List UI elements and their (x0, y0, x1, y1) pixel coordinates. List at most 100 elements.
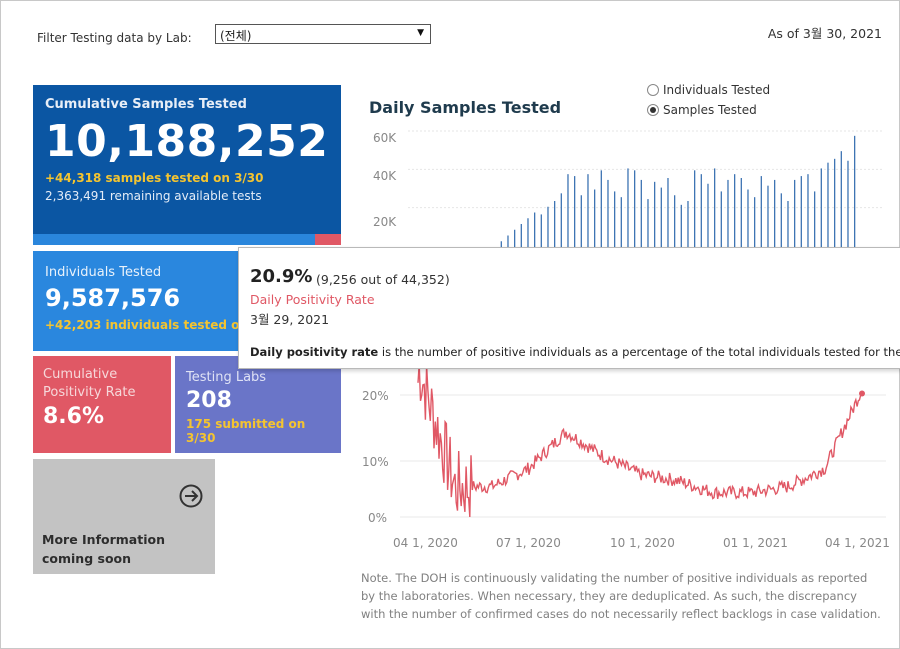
pos-xtick-3: 01 1, 2021 (723, 536, 788, 550)
samples-bar[interactable] (687, 201, 689, 247)
pos-xtick-1: 07 1, 2020 (496, 536, 561, 550)
samples-bar[interactable] (760, 176, 762, 247)
samples-bar[interactable] (514, 229, 516, 247)
samples-bar[interactable] (740, 178, 742, 247)
samples-bar[interactable] (667, 178, 669, 247)
samples-bar[interactable] (820, 168, 822, 247)
pos-xtick-2: 10 1, 2020 (610, 536, 675, 550)
samples-bar[interactable] (700, 174, 702, 247)
samples-gridlines (408, 130, 882, 209)
samples-bar[interactable] (674, 195, 676, 247)
samples-bar[interactable] (594, 189, 596, 248)
samples-bar[interactable] (827, 162, 829, 247)
samples-bar[interactable] (747, 189, 749, 248)
samples-bar[interactable] (547, 206, 549, 247)
cumulative-samples-title: Cumulative Samples Tested (45, 97, 247, 112)
samples-bar[interactable] (680, 204, 682, 247)
samples-bar[interactable] (694, 170, 696, 247)
testing-labs-card[interactable]: Testing Labs 208 175 submitted on 3/30 (175, 356, 341, 453)
pos-xtick-0: 04 1, 2020 (393, 536, 458, 550)
samples-ytick-40k: 40K (373, 169, 397, 183)
samples-bar[interactable] (627, 168, 629, 247)
samples-bar[interactable] (587, 174, 589, 247)
more-information-card[interactable]: More Information coming soon (33, 459, 215, 574)
cumulative-samples-value: 10,188,252 (45, 116, 329, 167)
note-text: Note. The DOH is continuously validating… (361, 571, 881, 621)
tooltip-label: Daily Positivity Rate (250, 292, 375, 307)
samples-ytick-60k: 60K (373, 131, 397, 145)
radio-individuals-circle (647, 84, 659, 96)
samples-bar[interactable] (734, 174, 736, 247)
samples-bar[interactable] (507, 235, 509, 248)
samples-bar[interactable] (647, 199, 649, 247)
tooltip-date: 3월 29, 2021 (250, 312, 330, 327)
capacity-remaining-segment (314, 234, 341, 245)
cumulative-positivity-value: 8.6% (43, 404, 105, 429)
test-capacity-bar (33, 234, 341, 245)
samples-bar[interactable] (660, 187, 662, 247)
samples-bar[interactable] (634, 170, 636, 247)
samples-bar[interactable] (574, 176, 576, 247)
samples-bar[interactable] (714, 168, 716, 247)
more-information-title: More Information coming soon (42, 532, 165, 566)
cumulative-positivity-title: Cumulative Positivity Rate (43, 367, 136, 400)
filter-label: Filter Testing data by Lab: (37, 31, 192, 45)
samples-bar[interactable] (540, 214, 542, 247)
radio-individuals-tested[interactable]: Individuals Tested (647, 83, 770, 97)
samples-ytick-20k: 20K (373, 215, 397, 229)
samples-bar[interactable] (767, 185, 769, 247)
samples-bar[interactable] (707, 183, 709, 247)
samples-bar[interactable] (834, 158, 836, 247)
pos-ytick-0: 0% (368, 511, 387, 525)
samples-bar[interactable] (854, 135, 856, 247)
pos-ytick-20: 20% (362, 389, 389, 403)
lab-filter-value: (전체) (220, 29, 252, 43)
cumulative-positivity-card[interactable]: Cumulative Positivity Rate 8.6% (33, 356, 171, 453)
positivity-gridlines (400, 394, 886, 518)
radio-samples-tested[interactable]: Samples Tested (647, 103, 757, 117)
remaining-tests: 2,363,491 remaining available tests (45, 189, 262, 203)
samples-bar[interactable] (620, 197, 622, 247)
positivity-tooltip: 20.9% (9,256 out of 44,352) Daily Positi… (238, 247, 900, 369)
samples-bar[interactable] (580, 195, 582, 247)
samples-bar[interactable] (774, 179, 776, 247)
samples-bar[interactable] (847, 160, 849, 247)
samples-bar[interactable] (654, 181, 656, 247)
samples-bar[interactable] (840, 151, 842, 247)
samples-bar[interactable] (520, 224, 522, 247)
samples-bar[interactable] (720, 191, 722, 247)
radio-individuals-label: Individuals Tested (663, 83, 771, 97)
samples-bar[interactable] (780, 193, 782, 247)
cumulative-samples-card[interactable]: Cumulative Samples Tested 10,188,252 +44… (33, 85, 341, 245)
samples-bar[interactable] (554, 201, 556, 247)
pos-xtick-4: 04 1, 2021 (825, 536, 890, 550)
individuals-tested-value: 9,587,576 (45, 284, 181, 312)
positivity-line (417, 364, 863, 518)
samples-bar[interactable] (814, 191, 816, 247)
samples-tested-today: +44,318 samples tested on 3/30 (45, 171, 264, 185)
positivity-highlight-point[interactable] (859, 390, 865, 397)
tooltip-definition-term: Daily positivity rate (250, 345, 379, 359)
samples-bar[interactable] (754, 197, 756, 247)
labs-submitted: 175 submitted on 3/30 (186, 417, 306, 445)
radio-samples-label: Samples Tested (663, 103, 757, 117)
as-of-date: As of 3월 30, 2021 (767, 26, 882, 41)
tooltip-rate: 20.9% (250, 266, 313, 287)
lab-filter-select[interactable]: (전체) ▼ (215, 24, 431, 44)
samples-bar[interactable] (787, 201, 789, 247)
samples-bar[interactable] (800, 176, 802, 247)
samples-bar[interactable] (567, 174, 569, 247)
samples-bar[interactable] (794, 179, 796, 247)
samples-bar[interactable] (807, 174, 809, 247)
samples-bar[interactable] (614, 191, 616, 247)
samples-bar[interactable] (600, 170, 602, 247)
samples-bar[interactable] (500, 241, 502, 247)
samples-bar[interactable] (560, 193, 562, 247)
samples-bar[interactable] (534, 212, 536, 248)
testing-labs-title: Testing Labs (186, 370, 267, 385)
samples-bar[interactable] (640, 179, 642, 247)
samples-bar[interactable] (527, 218, 529, 247)
samples-bar[interactable] (727, 179, 729, 247)
samples-bar[interactable] (607, 179, 609, 247)
